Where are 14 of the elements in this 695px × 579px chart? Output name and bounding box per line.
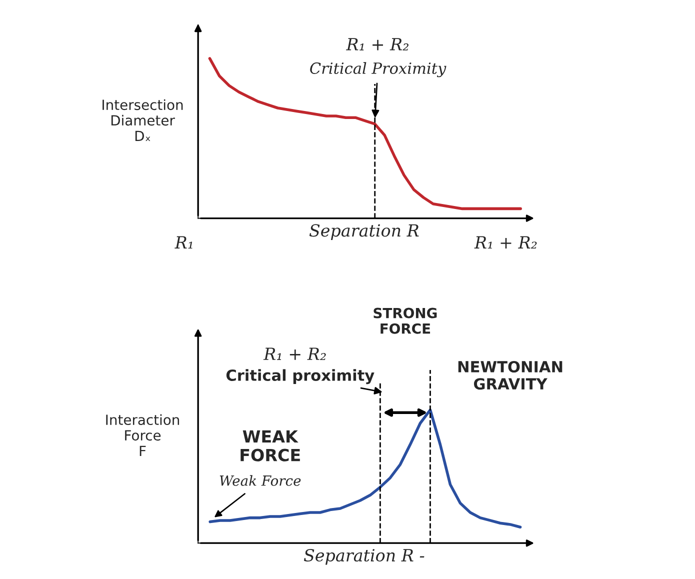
annotation: Critical Proximity (310, 62, 446, 78)
text: STRONG FORCE (374, 308, 437, 334)
annotation: Weak Force (220, 475, 301, 486)
text: R₁ + R₂ (474, 236, 537, 249)
text: Critical proximity (226, 369, 374, 384)
text: R₁ + R₂ (346, 38, 409, 50)
x-axis-title: Separation R (309, 224, 419, 240)
annotation: WEAK FORCE (240, 430, 300, 462)
text: R₁ + R₂ (263, 348, 326, 360)
text: NEWTONIAN GRAVITY (458, 360, 562, 390)
y-axis-title: Intersection Diameter Dₓ (102, 99, 183, 142)
y-axis-title: Interaction Force F (106, 414, 180, 456)
text: R₁ (174, 236, 192, 249)
x-axis-title: Separation R - (304, 548, 424, 565)
